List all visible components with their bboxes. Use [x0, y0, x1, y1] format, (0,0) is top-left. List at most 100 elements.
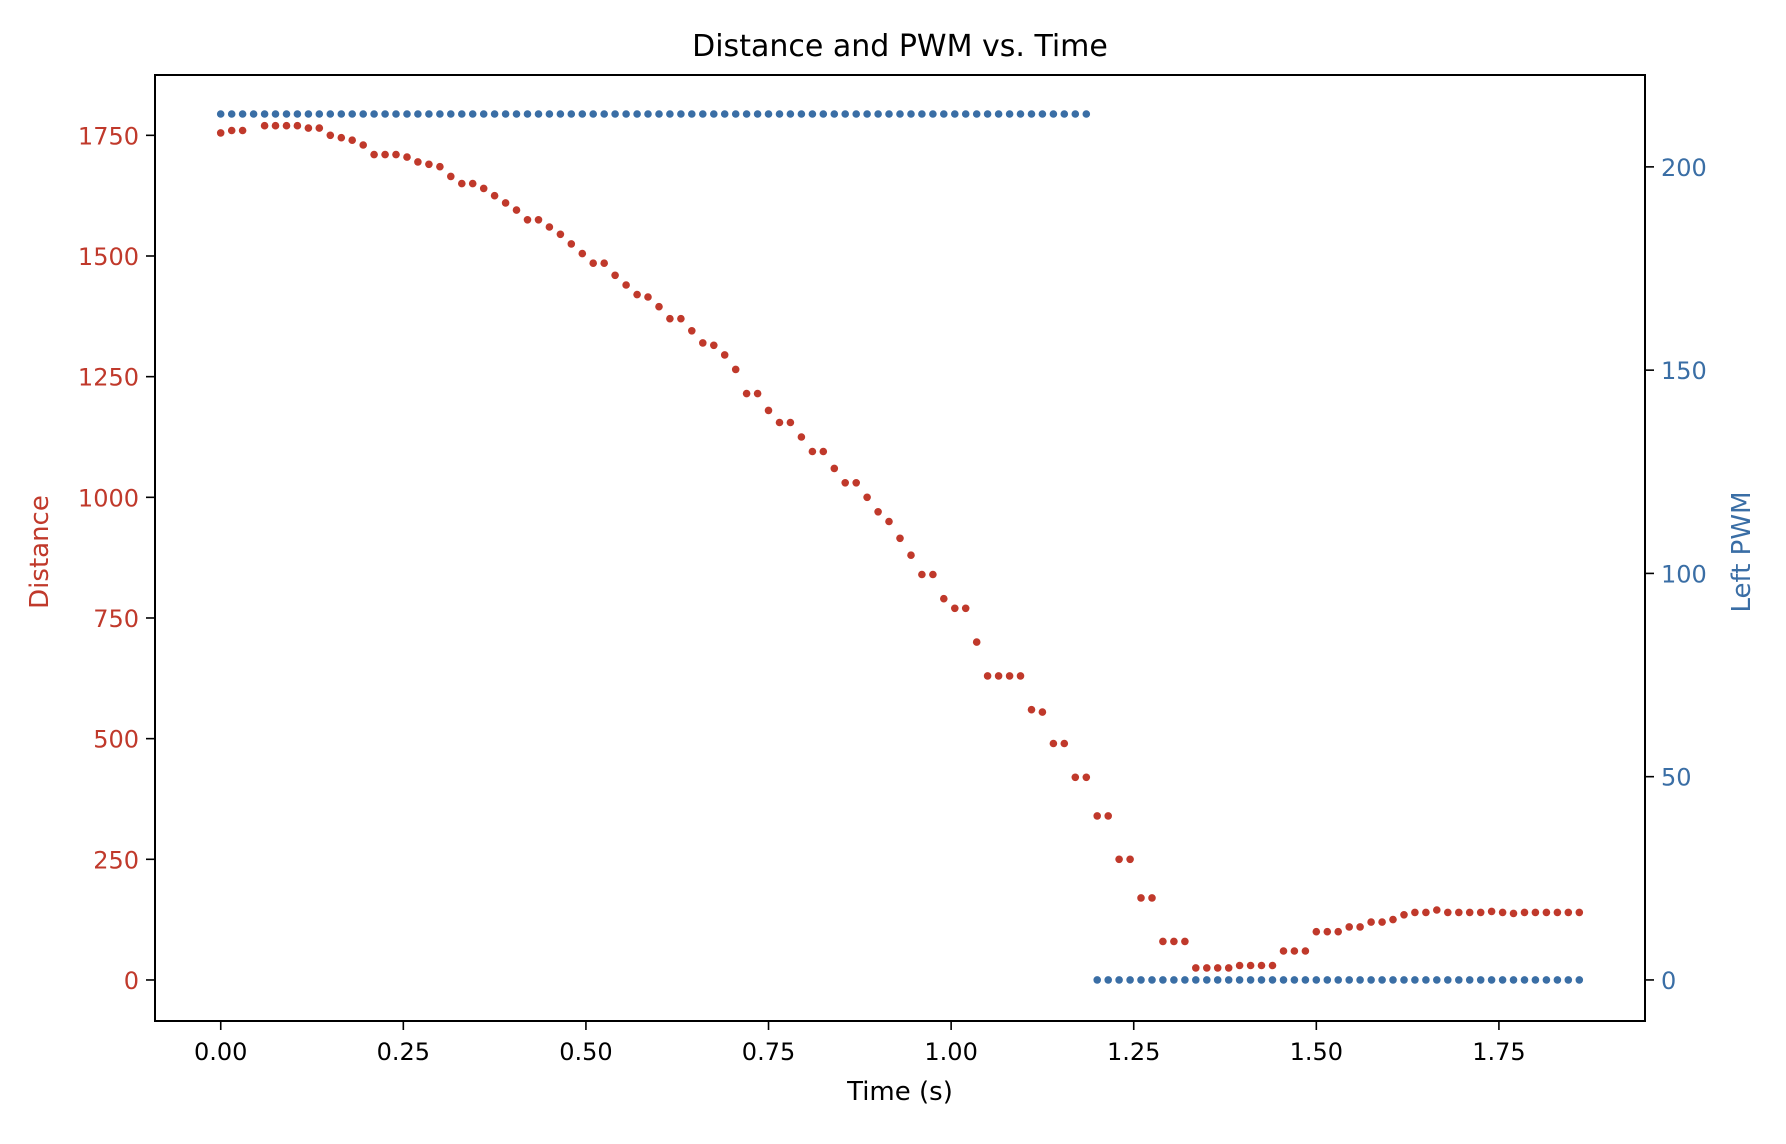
distance-point	[1268, 961, 1277, 970]
pwm-point	[677, 110, 685, 118]
x-axis-label: Time (s)	[846, 1077, 953, 1107]
pwm-point	[578, 110, 587, 118]
pwm-point	[1203, 976, 1211, 984]
distance-point	[348, 136, 357, 144]
pwm-point	[808, 110, 817, 118]
pwm-point	[1301, 976, 1310, 984]
pwm-point	[1367, 976, 1375, 984]
pwm-point	[1159, 976, 1167, 984]
distance-point	[1038, 708, 1047, 716]
distance-point	[951, 604, 959, 613]
distance-point	[1312, 927, 1321, 936]
distance-point	[808, 447, 817, 456]
distance-point	[699, 339, 707, 347]
pwm-point	[819, 110, 828, 118]
pwm-point	[1553, 976, 1562, 984]
pwm-point	[1235, 976, 1244, 984]
distance-point	[666, 314, 674, 323]
distance-point	[1279, 947, 1288, 955]
pwm-point	[589, 110, 597, 118]
distance-point	[512, 206, 521, 214]
pwm-point	[972, 110, 981, 118]
pwm-point	[611, 110, 619, 118]
distance-point	[1465, 908, 1474, 917]
distance-point	[819, 447, 828, 456]
distance-point	[863, 493, 871, 502]
distance-point	[490, 191, 499, 200]
pwm-point	[841, 110, 849, 118]
distance-point	[1411, 908, 1419, 917]
pwm-point	[1246, 976, 1255, 984]
x-tick-label: 0.50	[559, 1038, 612, 1066]
pwm-point	[545, 110, 554, 118]
distance-point	[786, 418, 795, 427]
distance-point	[1082, 773, 1091, 782]
pwm-point	[1498, 976, 1507, 984]
pwm-point	[1257, 976, 1266, 984]
distance-point	[392, 150, 400, 159]
pwm-point	[1400, 976, 1408, 984]
series-distance	[216, 121, 1584, 972]
distance-point	[545, 223, 554, 231]
distance-point	[1137, 894, 1145, 902]
pwm-point	[600, 110, 608, 118]
distance-point	[1334, 927, 1342, 936]
pwm-point	[1564, 976, 1573, 984]
pwm-point	[315, 110, 324, 118]
pwm-point	[786, 110, 795, 118]
pwm-point	[918, 110, 926, 118]
pwm-point	[1455, 976, 1463, 984]
distance-point	[940, 594, 948, 603]
distance-point	[523, 216, 532, 224]
x-tick-label: 0.75	[742, 1038, 795, 1066]
series-left-pwm	[216, 110, 1584, 984]
distance-point	[403, 153, 411, 161]
pwm-point	[1312, 976, 1321, 984]
pwm-point	[468, 110, 477, 118]
pwm-point	[1126, 976, 1134, 984]
pwm-point	[994, 110, 1003, 118]
distance-point	[227, 126, 236, 135]
distance-point	[764, 406, 773, 415]
distance-point	[304, 124, 313, 132]
pwm-point	[852, 110, 860, 118]
distance-point	[1203, 964, 1211, 972]
y-axis-left-label: Distance	[25, 495, 55, 609]
distance-point	[830, 464, 839, 473]
distance-point	[436, 162, 444, 171]
distance-point	[1345, 923, 1353, 931]
pwm-point	[885, 110, 893, 118]
pwm-point	[1213, 976, 1222, 984]
pwm-point	[797, 110, 806, 118]
pwm-point	[381, 110, 389, 118]
pwm-point	[1071, 110, 1080, 118]
y-left-tick-label: 1750	[78, 122, 139, 150]
pwm-point	[633, 110, 641, 118]
y-left-tick-label: 0	[124, 967, 139, 995]
distance-point	[414, 158, 422, 166]
distance-point	[1126, 855, 1134, 864]
distance-point	[1170, 937, 1178, 946]
pwm-point	[983, 110, 992, 118]
distance-point	[972, 638, 981, 646]
distance-point	[918, 570, 926, 579]
distance-point	[1575, 908, 1584, 917]
x-tick-label: 0.25	[377, 1038, 430, 1066]
chart-title: Distance and PWM vs. Time	[692, 29, 1108, 64]
x-tick-label: 1.25	[1107, 1038, 1160, 1066]
y-left-tick-label: 1250	[78, 364, 139, 392]
pwm-point	[490, 110, 499, 118]
pwm-point	[699, 110, 707, 118]
distance-point	[742, 389, 751, 398]
plot-frame	[154, 74, 1646, 1022]
pwm-point	[1268, 976, 1277, 984]
pwm-point	[370, 110, 378, 118]
distance-point	[381, 150, 389, 159]
distance-point	[1224, 964, 1233, 972]
distance-point	[589, 259, 597, 268]
pwm-point	[304, 110, 313, 118]
pwm-point	[1038, 110, 1047, 118]
pwm-point	[1279, 976, 1288, 984]
